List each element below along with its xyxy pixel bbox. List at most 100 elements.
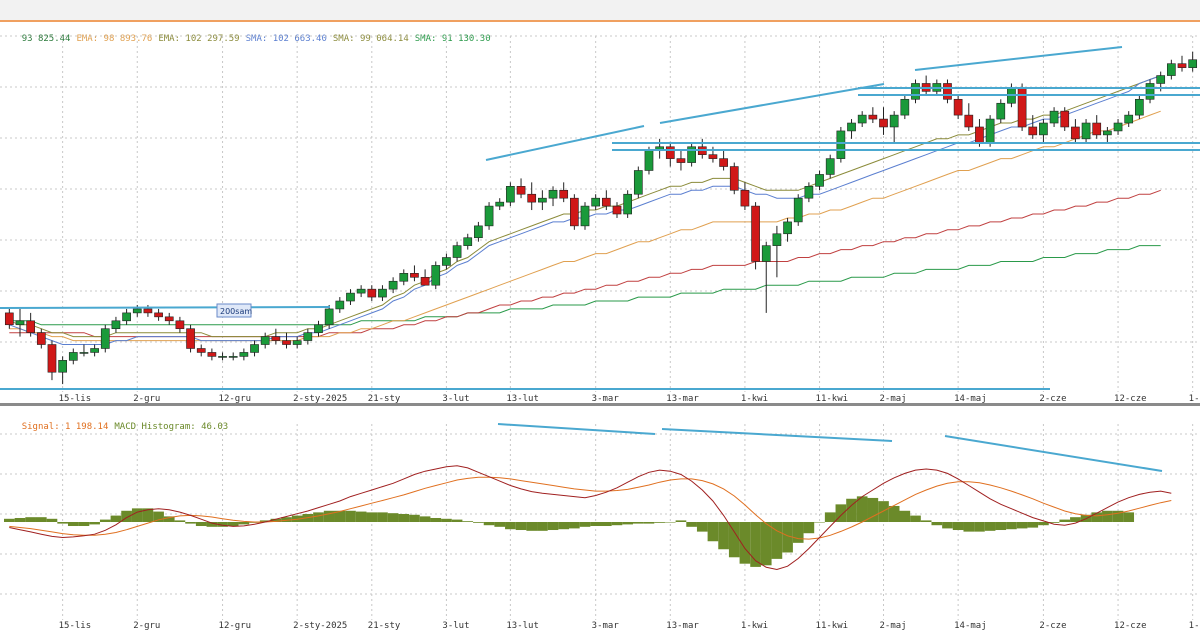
candle-body	[47, 344, 57, 373]
x-tick-label-top: 3-lut	[442, 394, 469, 404]
candle-body	[1060, 110, 1070, 128]
x-tick-label-top: 1-lip	[1189, 394, 1200, 404]
macd-histogram-bar	[46, 518, 58, 522]
macd-histogram-bar	[1038, 522, 1049, 526]
macd-histogram-bar	[611, 522, 623, 526]
macd-histogram-bar	[110, 515, 122, 522]
candle-body	[900, 98, 910, 116]
sma-red-line	[9, 189, 1161, 338]
x-tick-label-top: 11-kwi	[816, 394, 849, 404]
macd-histogram-bar	[334, 510, 346, 522]
candle-body	[1071, 126, 1080, 140]
macd-histogram-bar	[686, 522, 697, 527]
legend-value-4: SMA: 99 064.14	[332, 34, 409, 44]
macd-histogram-bar	[867, 497, 879, 522]
macd-histogram-bar	[931, 522, 943, 526]
candle-body	[388, 280, 398, 290]
candle-body	[804, 186, 814, 199]
macd-histogram-bar	[1048, 522, 1060, 523]
candle-body	[58, 360, 67, 373]
macd-histogram-bar	[419, 516, 431, 522]
macd-histogram-bar	[792, 522, 804, 543]
macd-histogram-bar	[25, 517, 36, 522]
macd-histogram-bar	[579, 522, 591, 527]
candle-body	[1092, 122, 1102, 136]
macd-histogram-bar	[206, 522, 218, 527]
candle-body	[793, 197, 803, 223]
candle-body	[100, 328, 110, 349]
x-tick-label-top: 13-lut	[506, 394, 539, 404]
candle-body	[356, 288, 366, 294]
macd-histogram-bar	[323, 510, 335, 522]
candle-body	[1135, 98, 1144, 116]
macd-histogram-bar	[920, 520, 932, 522]
macd-histogram-bar	[664, 522, 676, 523]
candle-body	[538, 197, 547, 203]
x-tick-label-bottom: 1-kwi	[741, 621, 768, 630]
candle-body	[164, 316, 174, 322]
candle-body	[1188, 59, 1198, 68]
candle-body	[175, 320, 185, 330]
candle-body	[719, 158, 728, 167]
x-tick-label-top: 2-gru	[133, 394, 160, 404]
legend-value-0: 93 825.44	[21, 34, 71, 44]
candle-body	[868, 114, 878, 120]
pane-separator	[0, 403, 1200, 406]
macd-histogram-bar	[14, 517, 26, 522]
macd-histogram-bar	[313, 512, 324, 522]
candle-body	[303, 332, 313, 341]
candle-body	[601, 197, 611, 207]
macd-histogram-bar	[387, 513, 399, 522]
macd-histogram-bar	[590, 522, 601, 527]
candle-body	[751, 205, 760, 262]
x-tick-label-bottom: 2-sty-2025	[293, 621, 347, 630]
candle-body	[943, 83, 952, 100]
candle-body	[740, 189, 750, 207]
macd-histogram-bar	[99, 519, 111, 522]
macd-histogram-bar	[558, 522, 570, 530]
candle-body	[644, 150, 654, 171]
candle-body	[1039, 122, 1048, 136]
x-tick-label-bottom: 1-lip	[1189, 621, 1200, 630]
macd-histogram-bar	[750, 522, 761, 567]
candle-body	[346, 292, 355, 302]
macd-histogram-bar	[1112, 510, 1124, 522]
x-tick-label-bottom: 11-kwi	[816, 621, 849, 630]
macd-histogram-bar	[632, 522, 644, 524]
macd-histogram-bar	[771, 522, 783, 559]
x-tick-label-bottom: 12-gru	[219, 621, 252, 630]
price-grid	[0, 35, 1200, 392]
candle-body	[516, 186, 526, 195]
candle-body	[463, 237, 473, 246]
candle-body	[783, 221, 792, 235]
macd-histogram-bar	[899, 510, 911, 522]
candle-body	[1103, 130, 1112, 136]
macd-histogram-bar	[462, 521, 474, 522]
macd-histogram-bar	[942, 522, 953, 529]
candle-body	[484, 205, 494, 227]
candle-body	[420, 276, 430, 286]
candle-body	[591, 197, 601, 207]
candle-body	[239, 352, 249, 357]
candle-body	[1124, 114, 1134, 124]
legend-value-5: SMA: 91 130.30	[414, 34, 491, 44]
candle-body	[847, 122, 856, 132]
candle-body	[1113, 122, 1123, 132]
x-tick-label-top: 1-kwi	[741, 394, 768, 404]
macd-histogram-bar	[878, 501, 889, 522]
x-tick-label-bottom: 15-lis	[59, 621, 92, 630]
macd-histogram-bar	[473, 522, 484, 523]
candle-body	[825, 158, 835, 175]
price-indicator-legend: 93 825.44 EMA: 98 893.76 EMA: 102 297.59 SM…	[0, 24, 497, 54]
x-tick-label-top: 15-lis	[59, 394, 92, 404]
candle-body	[196, 348, 206, 353]
candle-body	[122, 312, 131, 322]
candle-body	[1166, 63, 1176, 76]
macd-grid	[0, 424, 1200, 620]
macd-histogram-bar	[910, 515, 921, 522]
macd-histogram-bar	[1016, 522, 1028, 529]
candle-body	[143, 308, 153, 314]
macd-histogram-bar	[569, 522, 580, 529]
macd-histogram-bar	[963, 522, 975, 532]
